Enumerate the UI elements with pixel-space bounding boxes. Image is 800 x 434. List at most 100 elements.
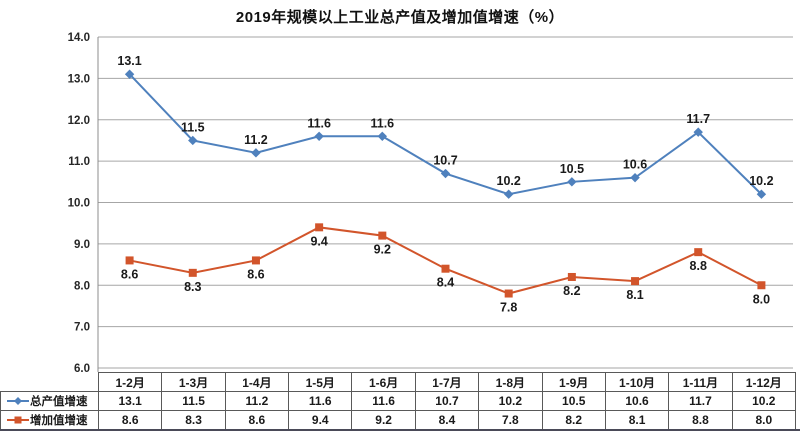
data-point-label: 10.7: [433, 154, 457, 168]
chart-title: 2019年规模以上工业总产值及增加值增速（%）: [235, 9, 565, 26]
column-header: 1-8月: [478, 372, 543, 392]
data-point-marker: [251, 256, 260, 265]
data-point-marker: [314, 131, 324, 142]
y-axis-tick-label: 13.0: [68, 73, 90, 85]
data-point-label: 8.2: [563, 284, 580, 298]
data-point-label: 11.7: [686, 112, 710, 126]
table-cell: 10.6: [604, 391, 670, 411]
column-header: 1-6月: [351, 372, 416, 392]
y-axis-tick-label: 10.0: [68, 198, 90, 210]
table-cell: 8.1: [604, 410, 670, 430]
data-point-label: 9.4: [310, 234, 327, 248]
data-table: 1-2月 1-3月 1-4月 1-5月 1-6月 1-7月 1-8月 1-9月 1-10月 1-1…: [0, 372, 797, 430]
data-point-label: 10.5: [560, 162, 584, 176]
data-point-label: 8.6: [121, 267, 138, 281]
data-point-label: 8.6: [247, 267, 264, 281]
data-point-label: 8.1: [626, 288, 643, 302]
table-cell: 8.2: [541, 410, 606, 430]
table-cell: 9.2: [351, 410, 416, 430]
diamond-legend-icon: [7, 397, 29, 405]
table-cell: 10.5: [541, 391, 606, 411]
data-point-marker: [378, 231, 387, 240]
data-point-marker: [124, 69, 135, 79]
data-point-label: 10.2: [497, 174, 521, 188]
table-cell: 8.6: [97, 410, 163, 430]
column-header: 1-7月: [414, 372, 480, 392]
data-point-label: 9.2: [374, 243, 391, 257]
table-cell: 8.0: [731, 410, 797, 430]
column-header: 1-4月: [224, 372, 290, 392]
table-cell: 8.6: [224, 410, 290, 430]
column-header: 1-10月: [604, 372, 670, 392]
table-corner-empty: [0, 372, 99, 392]
data-point-marker: [630, 172, 640, 183]
data-point-marker: [693, 127, 703, 137]
data-point-marker: [125, 256, 134, 265]
table-cell: 9.4: [288, 410, 353, 430]
y-axis-tick-label: 9.0: [74, 239, 90, 251]
data-point-label: 10.2: [749, 174, 773, 188]
table-cell: 8.3: [161, 410, 226, 430]
legend-item: 增加值增速: [0, 410, 99, 430]
data-point-marker: [756, 189, 767, 199]
data-point-label: 7.8: [500, 301, 517, 315]
column-header: 1-3月: [161, 372, 226, 392]
data-point-label: 11.5: [181, 120, 205, 134]
table-cell: 11.5: [161, 391, 226, 411]
data-point-marker: [757, 281, 766, 290]
data-point-marker: [377, 131, 388, 142]
data-point-label: 13.1: [117, 54, 141, 68]
column-header: 1-5月: [288, 372, 353, 392]
column-header: 1-2月: [97, 372, 163, 392]
table-cell: 10.7: [414, 391, 480, 411]
legend-label: 总产值增速: [30, 396, 88, 408]
legend-label: 增加值增速: [30, 415, 88, 427]
data-point-label: 11.2: [244, 133, 268, 147]
data-point-marker: [504, 289, 513, 298]
column-header: 1-12月: [731, 372, 797, 392]
table-cell: 13.1: [97, 391, 163, 411]
data-point-marker: [188, 135, 198, 146]
column-header: 1-11月: [668, 372, 733, 392]
data-point-label: 11.6: [307, 116, 331, 130]
y-axis-tick-label: 11.0: [68, 156, 90, 168]
table-cell: 7.8: [478, 410, 543, 430]
data-point-marker: [251, 148, 261, 158]
data-point-marker: [441, 264, 450, 273]
data-point-marker: [631, 277, 640, 286]
data-point-marker: [503, 189, 514, 199]
data-point-marker: [567, 177, 577, 187]
square-legend-icon: [7, 416, 29, 424]
data-point-label: 8.8: [690, 259, 707, 273]
legend-item: 总产值增速: [0, 391, 99, 411]
y-axis-tick-label: 12.0: [68, 115, 90, 127]
table-row: 总产值增速 13.1 11.5 11.2 11.6 11.6 10.7 10.2 10.5 10.…: [0, 391, 797, 411]
data-point-label: 8.4: [437, 276, 454, 290]
table-cell: 11.7: [668, 391, 733, 411]
y-axis-tick-label: 14.0: [68, 32, 90, 44]
plot-area: 14.0 13.0 12.0 11.0 10.0 9.0 8.0 7.0 6.0 13.1 11.5…: [68, 32, 793, 372]
data-point-marker: [440, 168, 451, 179]
data-point-marker: [188, 268, 197, 277]
data-point-label: 8.0: [753, 292, 770, 306]
column-header: 1-9月: [541, 372, 606, 392]
table-cell: 10.2: [478, 391, 543, 411]
table-row: 增加值增速 8.6 8.3 8.6 9.4 9.2 8.4 7.8 8.2 8.1 8.8 8.0: [0, 410, 797, 430]
y-axis-tick-label: 7.0: [74, 322, 90, 334]
table-cell: 8.8: [668, 410, 733, 430]
table-cell: 11.2: [224, 391, 290, 411]
table-cell: 11.6: [288, 391, 353, 411]
data-point-label: 8.3: [184, 280, 201, 294]
bottom-border: [0, 429, 800, 431]
data-point-label: 11.6: [370, 116, 394, 130]
y-axis-tick-label: 8.0: [74, 280, 90, 292]
data-point-marker: [567, 272, 576, 281]
table-cell: 8.4: [414, 410, 480, 430]
data-point-label: 10.6: [623, 158, 647, 172]
data-point-marker: [315, 223, 324, 232]
data-point-marker: [694, 248, 703, 257]
y-axis-tick-label: 6.0: [74, 363, 90, 372]
table-cell: 10.2: [731, 391, 797, 411]
table-cell: 11.6: [351, 391, 416, 411]
